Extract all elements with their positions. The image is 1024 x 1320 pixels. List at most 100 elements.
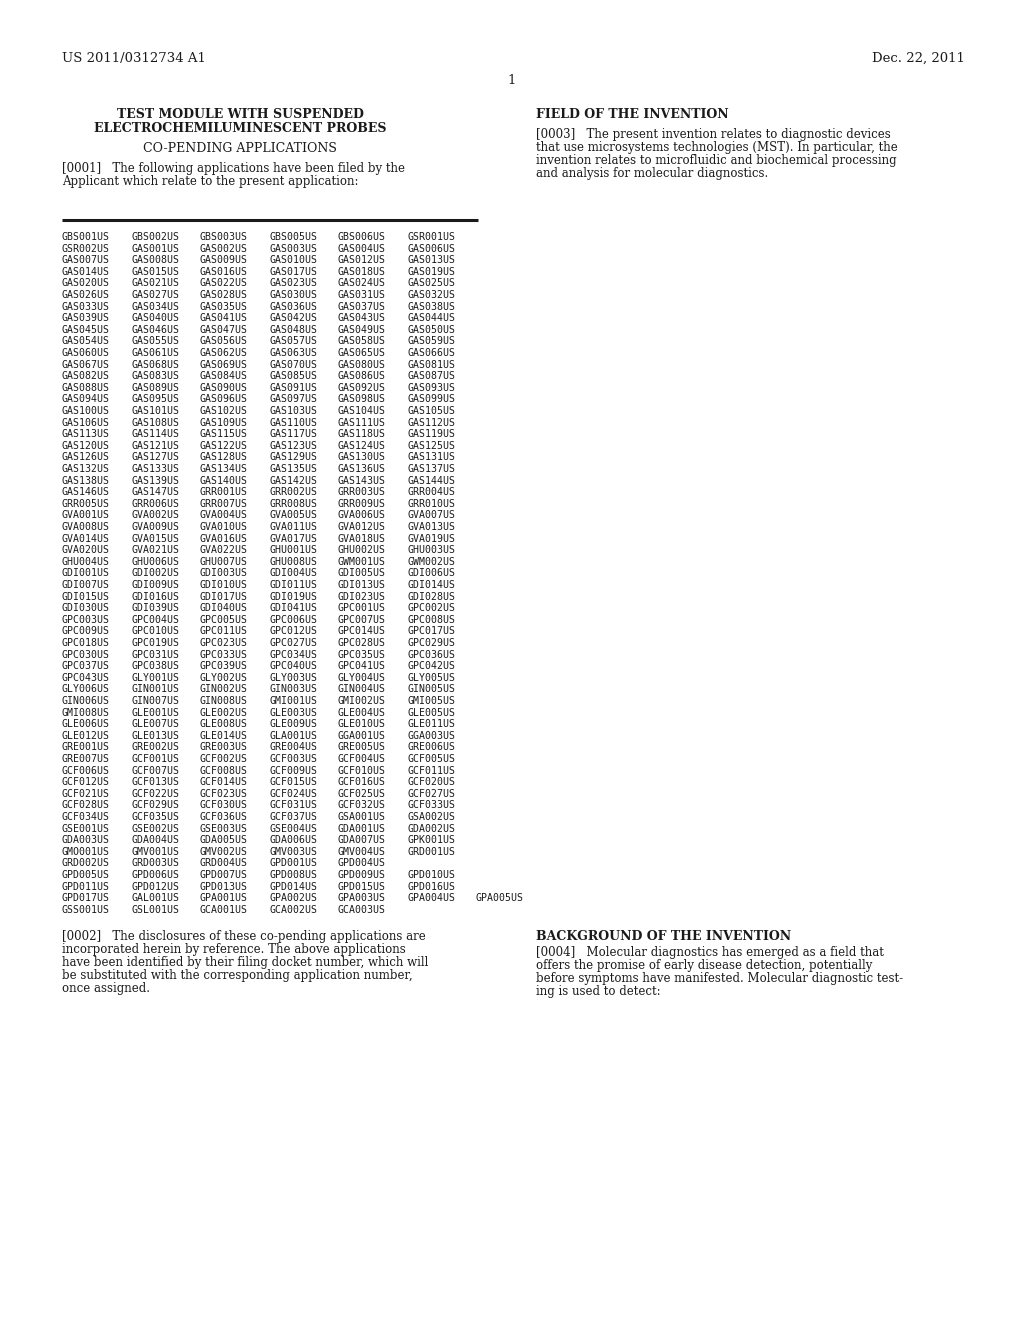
Text: GAS059US: GAS059US xyxy=(407,337,455,346)
Text: GCF036US: GCF036US xyxy=(200,812,248,822)
Text: GVA021US: GVA021US xyxy=(131,545,179,556)
Text: GPC029US: GPC029US xyxy=(407,638,455,648)
Text: GPC011US: GPC011US xyxy=(200,627,248,636)
Text: GAS113US: GAS113US xyxy=(62,429,110,440)
Text: GCF033US: GCF033US xyxy=(407,800,455,810)
Text: GAS047US: GAS047US xyxy=(200,325,248,335)
Text: GCF013US: GCF013US xyxy=(131,777,179,787)
Text: GAS101US: GAS101US xyxy=(131,407,179,416)
Text: GSE004US: GSE004US xyxy=(269,824,317,834)
Text: GAS013US: GAS013US xyxy=(407,255,455,265)
Text: once assigned.: once assigned. xyxy=(62,982,150,995)
Text: GAS111US: GAS111US xyxy=(338,417,386,428)
Text: GCF022US: GCF022US xyxy=(131,789,179,799)
Text: GVA007US: GVA007US xyxy=(407,511,455,520)
Text: GCF015US: GCF015US xyxy=(269,777,317,787)
Text: GAS098US: GAS098US xyxy=(338,395,386,404)
Text: GDI002US: GDI002US xyxy=(131,569,179,578)
Text: GAS138US: GAS138US xyxy=(62,475,110,486)
Text: GAS020US: GAS020US xyxy=(62,279,110,288)
Text: GIN004US: GIN004US xyxy=(338,684,386,694)
Text: [0003]   The present invention relates to diagnostic devices: [0003] The present invention relates to … xyxy=(536,128,891,141)
Text: GPC027US: GPC027US xyxy=(269,638,317,648)
Text: GAS139US: GAS139US xyxy=(131,475,179,486)
Text: GAS036US: GAS036US xyxy=(269,301,317,312)
Text: GBS001US: GBS001US xyxy=(62,232,110,242)
Text: GMV003US: GMV003US xyxy=(269,847,317,857)
Text: GHU003US: GHU003US xyxy=(407,545,455,556)
Text: GPC002US: GPC002US xyxy=(407,603,455,614)
Text: GAS091US: GAS091US xyxy=(269,383,317,393)
Text: TEST MODULE WITH SUSPENDED: TEST MODULE WITH SUSPENDED xyxy=(117,108,364,121)
Text: GAS146US: GAS146US xyxy=(62,487,110,498)
Text: have been identified by their filing docket number, which will: have been identified by their filing doc… xyxy=(62,957,428,969)
Text: GDA001US: GDA001US xyxy=(338,824,386,834)
Text: GAS102US: GAS102US xyxy=(200,407,248,416)
Text: GAS129US: GAS129US xyxy=(269,453,317,462)
Text: GAS105US: GAS105US xyxy=(407,407,455,416)
Text: GRE006US: GRE006US xyxy=(407,742,455,752)
Text: GAS121US: GAS121US xyxy=(131,441,179,451)
Text: GAS125US: GAS125US xyxy=(407,441,455,451)
Text: GPD011US: GPD011US xyxy=(62,882,110,891)
Text: GVA020US: GVA020US xyxy=(62,545,110,556)
Text: GAS002US: GAS002US xyxy=(200,244,248,253)
Text: GAS089US: GAS089US xyxy=(131,383,179,393)
Text: GDI014US: GDI014US xyxy=(407,579,455,590)
Text: GAS031US: GAS031US xyxy=(338,290,386,300)
Text: GPC009US: GPC009US xyxy=(62,627,110,636)
Text: GVA017US: GVA017US xyxy=(269,533,317,544)
Text: GIN001US: GIN001US xyxy=(131,684,179,694)
Text: GPC041US: GPC041US xyxy=(338,661,386,671)
Text: GDI019US: GDI019US xyxy=(269,591,317,602)
Text: GAS140US: GAS140US xyxy=(200,475,248,486)
Text: GCF020US: GCF020US xyxy=(407,777,455,787)
Text: GBS005US: GBS005US xyxy=(269,232,317,242)
Text: GAS132US: GAS132US xyxy=(62,465,110,474)
Text: GAS003US: GAS003US xyxy=(269,244,317,253)
Text: GAS024US: GAS024US xyxy=(338,279,386,288)
Text: GAS147US: GAS147US xyxy=(131,487,179,498)
Text: GAS086US: GAS086US xyxy=(338,371,386,381)
Text: GCF016US: GCF016US xyxy=(338,777,386,787)
Text: GIN006US: GIN006US xyxy=(62,696,110,706)
Text: GAS049US: GAS049US xyxy=(338,325,386,335)
Text: GAS004US: GAS004US xyxy=(338,244,386,253)
Text: offers the promise of early disease detection, potentially: offers the promise of early disease dete… xyxy=(536,960,872,973)
Text: GLE006US: GLE006US xyxy=(62,719,110,729)
Text: 1: 1 xyxy=(508,74,516,87)
Text: GPC036US: GPC036US xyxy=(407,649,455,660)
Text: GAS063US: GAS063US xyxy=(269,348,317,358)
Text: GVA001US: GVA001US xyxy=(62,511,110,520)
Text: GSE002US: GSE002US xyxy=(131,824,179,834)
Text: GAS001US: GAS001US xyxy=(131,244,179,253)
Text: GVA016US: GVA016US xyxy=(200,533,248,544)
Text: GAS114US: GAS114US xyxy=(131,429,179,440)
Text: [0004]   Molecular diagnostics has emerged as a field that: [0004] Molecular diagnostics has emerged… xyxy=(536,946,884,960)
Text: GCA003US: GCA003US xyxy=(338,904,386,915)
Text: GAS038US: GAS038US xyxy=(407,301,455,312)
Text: GRR010US: GRR010US xyxy=(407,499,455,508)
Text: GIN007US: GIN007US xyxy=(131,696,179,706)
Text: GDI006US: GDI006US xyxy=(407,569,455,578)
Text: GLE005US: GLE005US xyxy=(407,708,455,718)
Text: GAS057US: GAS057US xyxy=(269,337,317,346)
Text: GAS012US: GAS012US xyxy=(338,255,386,265)
Text: GAS069US: GAS069US xyxy=(200,359,248,370)
Text: GRD003US: GRD003US xyxy=(131,858,179,869)
Text: GPD013US: GPD013US xyxy=(200,882,248,891)
Text: GPD008US: GPD008US xyxy=(269,870,317,880)
Text: GDA005US: GDA005US xyxy=(200,836,248,845)
Text: GCF035US: GCF035US xyxy=(131,812,179,822)
Text: GDI040US: GDI040US xyxy=(200,603,248,614)
Text: GCF001US: GCF001US xyxy=(131,754,179,764)
Text: GAS046US: GAS046US xyxy=(131,325,179,335)
Text: GVA004US: GVA004US xyxy=(200,511,248,520)
Text: GWM001US: GWM001US xyxy=(338,557,386,566)
Text: GAS065US: GAS065US xyxy=(338,348,386,358)
Text: GAS128US: GAS128US xyxy=(200,453,248,462)
Text: GCF030US: GCF030US xyxy=(200,800,248,810)
Text: GMI001US: GMI001US xyxy=(269,696,317,706)
Text: GDI023US: GDI023US xyxy=(338,591,386,602)
Text: GAS099US: GAS099US xyxy=(407,395,455,404)
